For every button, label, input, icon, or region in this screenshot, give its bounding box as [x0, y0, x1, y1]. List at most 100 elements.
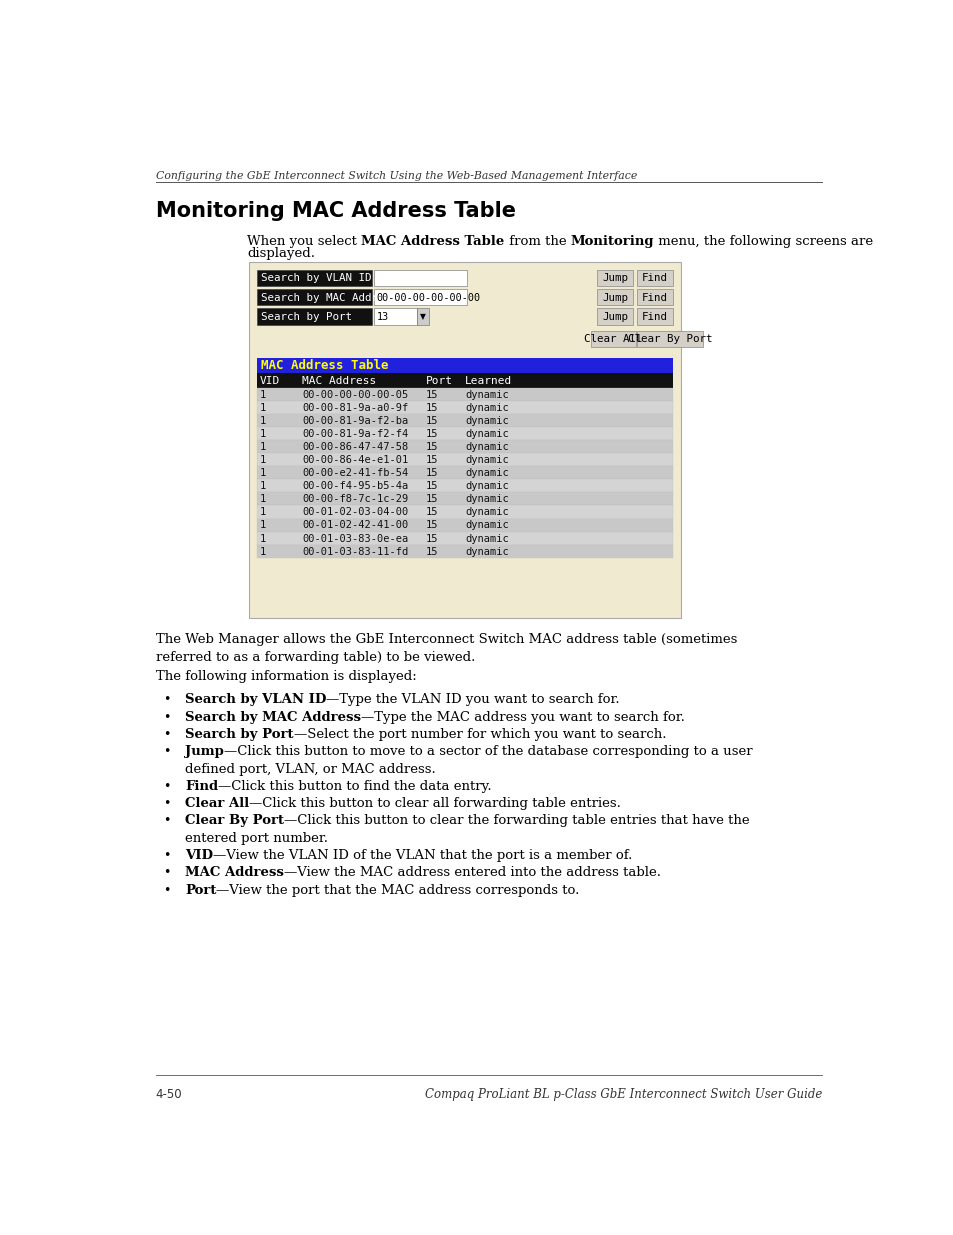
Text: VID: VID [259, 375, 279, 385]
Text: 15: 15 [426, 520, 438, 531]
Bar [257, 505, 673, 519]
Bar [374, 270, 467, 287]
Text: 15: 15 [426, 508, 438, 517]
Text: —Click this button to clear all forwarding table entries.: —Click this button to clear all forwardi… [249, 797, 620, 810]
Bar [257, 289, 372, 305]
Text: Search by Port: Search by Port [261, 311, 352, 322]
Text: 00-00-86-4e-e1-01: 00-00-86-4e-e1-01 [302, 454, 408, 466]
Text: Monitoring: Monitoring [570, 235, 653, 248]
Bar [257, 531, 673, 545]
Text: Jump: Jump [185, 745, 224, 758]
Text: —View the port that the MAC address corresponds to.: —View the port that the MAC address corr… [216, 884, 579, 897]
Text: dynamic: dynamic [464, 454, 508, 466]
Text: —Click this button to find the data entry.: —Click this button to find the data entr… [218, 779, 492, 793]
Bar [249, 262, 680, 618]
Bar [637, 331, 702, 347]
Bar [597, 289, 633, 305]
Text: 1: 1 [259, 468, 266, 478]
Text: —Click this button to clear the forwarding table entries that have the: —Click this button to clear the forwardi… [284, 815, 749, 827]
Text: Compaq ProLiant BL p-Class GbE Interconnect Switch User Guide: Compaq ProLiant BL p-Class GbE Interconn… [424, 1088, 821, 1102]
Bar [597, 270, 633, 287]
Text: MAC Address: MAC Address [302, 375, 376, 385]
Text: Search by MAC Address: Search by MAC Address [261, 293, 397, 303]
Text: defined port, VLAN, or MAC address.: defined port, VLAN, or MAC address. [185, 762, 436, 776]
Text: dynamic: dynamic [464, 429, 508, 438]
Bar [257, 270, 372, 287]
Text: Search by VLAN ID: Search by VLAN ID [261, 273, 371, 283]
Text: Clear All: Clear All [185, 797, 249, 810]
Text: 00-01-02-42-41-00: 00-01-02-42-41-00 [302, 520, 408, 531]
Bar [257, 427, 673, 440]
Text: •: • [164, 693, 171, 706]
Text: The following information is displayed:: The following information is displayed: [155, 671, 416, 683]
Text: menu, the following screens are: menu, the following screens are [653, 235, 872, 248]
Bar [374, 309, 416, 325]
Text: dynamic: dynamic [464, 468, 508, 478]
Text: •: • [164, 815, 171, 827]
Text: 15: 15 [426, 403, 438, 412]
Text: •: • [164, 850, 171, 862]
Text: •: • [164, 867, 171, 879]
Text: ▼: ▼ [419, 312, 426, 321]
Text: dynamic: dynamic [464, 547, 508, 557]
Text: 1: 1 [259, 508, 266, 517]
Text: 00-01-03-83-0e-ea: 00-01-03-83-0e-ea [302, 534, 408, 543]
Text: —View the MAC address entered into the address table.: —View the MAC address entered into the a… [284, 867, 660, 879]
Text: from the: from the [504, 235, 570, 248]
Text: dynamic: dynamic [464, 482, 508, 492]
Text: dynamic: dynamic [464, 442, 508, 452]
Bar [637, 309, 672, 325]
Text: Port: Port [185, 884, 216, 897]
Text: Find: Find [185, 779, 218, 793]
Text: Jump: Jump [601, 293, 628, 303]
Text: •: • [164, 884, 171, 897]
Text: dynamic: dynamic [464, 403, 508, 412]
Text: Clear By Port: Clear By Port [185, 815, 284, 827]
Text: 00-01-02-03-04-00: 00-01-02-03-04-00 [302, 508, 408, 517]
Text: 00-00-86-47-47-58: 00-00-86-47-47-58 [302, 442, 408, 452]
Bar [257, 373, 673, 388]
Text: Search by Port: Search by Port [185, 727, 294, 741]
Bar [257, 519, 673, 531]
Text: 1: 1 [259, 520, 266, 531]
Text: 15: 15 [426, 389, 438, 400]
Bar [416, 309, 429, 325]
Text: —Click this button to move to a sector of the database corresponding to a user: —Click this button to move to a sector o… [224, 745, 752, 758]
Bar [257, 466, 673, 479]
Text: dynamic: dynamic [464, 494, 508, 504]
Bar [257, 479, 673, 493]
Bar [374, 289, 467, 305]
Text: •: • [164, 797, 171, 810]
Text: Find: Find [641, 273, 667, 283]
Text: Jump: Jump [601, 273, 628, 283]
Text: dynamic: dynamic [464, 508, 508, 517]
Text: 4-50: 4-50 [155, 1088, 182, 1102]
Text: •: • [164, 779, 171, 793]
Text: VID: VID [185, 850, 213, 862]
Bar [257, 414, 673, 427]
Text: MAC Address Table: MAC Address Table [361, 235, 504, 248]
Bar [257, 453, 673, 466]
Text: 00-00-f8-7c-1c-29: 00-00-f8-7c-1c-29 [302, 494, 408, 504]
Text: •: • [164, 745, 171, 758]
Text: Find: Find [641, 293, 667, 303]
Text: —View the VLAN ID of the VLAN that the port is a member of.: —View the VLAN ID of the VLAN that the p… [213, 850, 632, 862]
Text: 1: 1 [259, 416, 266, 426]
Text: The Web Manager allows the GbE Interconnect Switch MAC address table (sometimes
: The Web Manager allows the GbE Interconn… [155, 634, 737, 663]
Text: dynamic: dynamic [464, 520, 508, 531]
Text: Monitoring MAC Address Table: Monitoring MAC Address Table [155, 200, 516, 221]
Text: 15: 15 [426, 416, 438, 426]
Bar [257, 309, 372, 325]
Bar [591, 331, 636, 347]
Text: 15: 15 [426, 482, 438, 492]
Text: Jump: Jump [601, 311, 628, 322]
Text: 15: 15 [426, 494, 438, 504]
Text: 00-00-f4-95-b5-4a: 00-00-f4-95-b5-4a [302, 482, 408, 492]
Text: displayed.: displayed. [247, 247, 314, 259]
Text: Search by VLAN ID: Search by VLAN ID [185, 693, 326, 706]
Text: —Type the VLAN ID you want to search for.: —Type the VLAN ID you want to search for… [326, 693, 619, 706]
Text: 00-00-81-9a-f2-ba: 00-00-81-9a-f2-ba [302, 416, 408, 426]
Text: 15: 15 [426, 454, 438, 466]
Text: 00-01-03-83-11-fd: 00-01-03-83-11-fd [302, 547, 408, 557]
Text: —Select the port number for which you want to search.: —Select the port number for which you wa… [294, 727, 665, 741]
